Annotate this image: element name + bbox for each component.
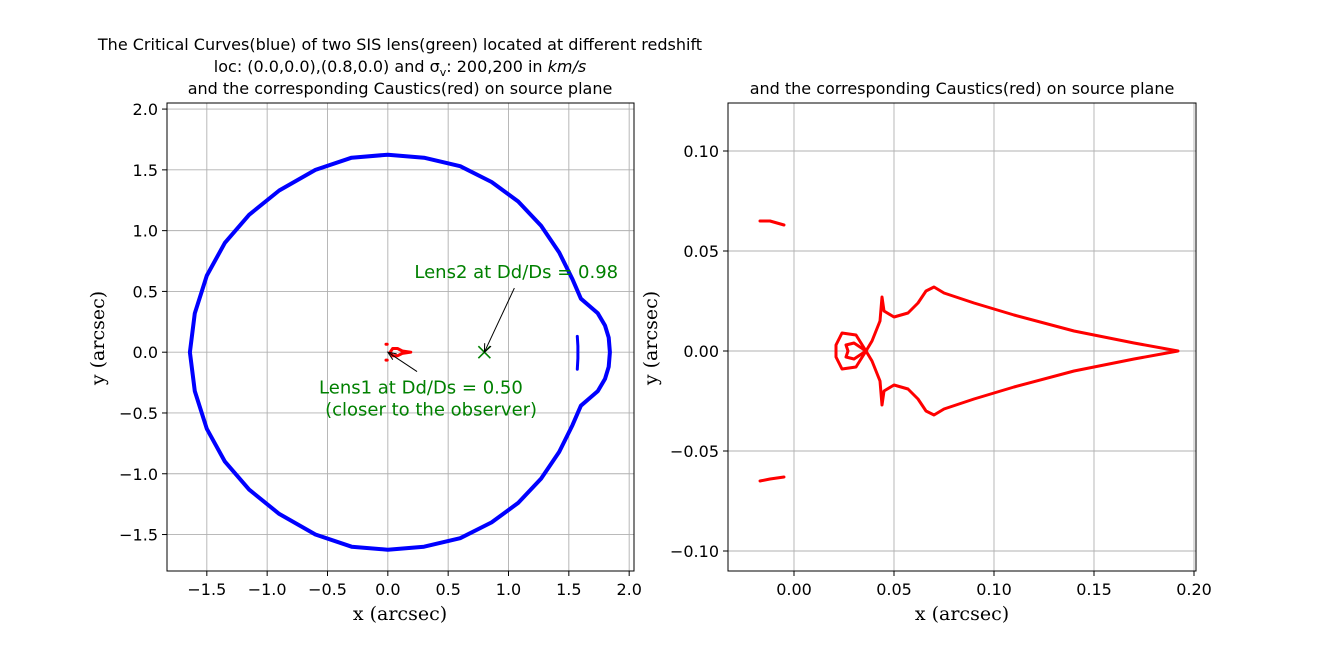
caustic-curve — [758, 475, 786, 483]
x-tick-label: 1.0 — [496, 580, 521, 599]
y-tick-label: −0.10 — [670, 542, 719, 561]
caustic-curve — [834, 331, 868, 371]
x-tick-label: 0.0 — [375, 580, 400, 599]
x-tick-label: 0.10 — [976, 580, 1012, 599]
annotation-arrowhead — [483, 343, 492, 354]
y-tick-label: −0.05 — [670, 442, 719, 461]
right-plot-frame — [727, 102, 1197, 572]
y-tick-label: 1.0 — [133, 222, 158, 241]
annotation-arrow — [483, 287, 515, 353]
left-annotations: Lens2 at Dd/Ds = 0.98 Lens1 at Dd/Ds = 0.… — [319, 262, 618, 420]
annotation-text: Lens2 at Dd/Ds = 0.98 — [414, 262, 618, 283]
y-tick-label: 1.5 — [133, 161, 158, 180]
x-tick-label: 1.5 — [556, 580, 581, 599]
left-title-line3: and the corresponding Caustics(red) on s… — [188, 79, 613, 98]
annotation-arrow — [387, 351, 418, 372]
left-title-line1: The Critical Curves(blue) of two SIS len… — [97, 35, 702, 54]
annotation-text: Lens1 at Dd/Ds = 0.50 — [319, 378, 523, 399]
x-tick-label: −1.0 — [248, 580, 287, 599]
x-tick-label: −0.5 — [308, 580, 347, 599]
right-title: and the corresponding Caustics(red) on s… — [750, 79, 1175, 98]
annotation-arrowhead — [386, 351, 397, 360]
left-title-line2-a: loc: (0.0,0.0),(0.8,0.0) and σ — [214, 57, 440, 76]
x-tick-label: 0.20 — [1176, 580, 1212, 599]
annotation-text: (closer to the observer) — [325, 399, 537, 420]
left-x-axis-label: x (arcsec) — [353, 603, 447, 625]
x-tick-label: −1.5 — [187, 580, 226, 599]
y-tick-label: −1.0 — [119, 465, 158, 484]
left-title-line2: loc: (0.0,0.0),(0.8,0.0) and σv: 200,200… — [214, 57, 586, 79]
right-grid — [728, 103, 1196, 571]
right-panel: and the corresponding Caustics(red) on s… — [640, 79, 1212, 625]
x-tick-label: 0.5 — [435, 580, 460, 599]
y-tick-label: 0.10 — [683, 142, 719, 161]
left-grid — [167, 103, 634, 571]
critical-curve — [575, 334, 580, 371]
left-title-line2-b: : 200,200 in — [446, 57, 547, 76]
y-tick-label: 0.5 — [133, 282, 158, 301]
right-ticks: 0.00 0.05 0.10 0.15 0.20 −0.10 −0.05 0.00 0.05 0.… — [670, 142, 1212, 599]
caustic-curve — [844, 341, 868, 361]
y-tick-label: −1.5 — [119, 526, 158, 545]
x-tick-label: 2.0 — [616, 580, 641, 599]
left-title-line2-sub: v — [440, 66, 447, 79]
left-title-line2-unit: km/s — [548, 57, 587, 76]
x-tick-label: 0.00 — [776, 580, 812, 599]
right-y-axis-label: y (arcsec) — [640, 291, 662, 386]
y-tick-label: 0.05 — [683, 242, 719, 261]
critical-curve — [187, 152, 612, 552]
y-tick-label: −0.5 — [119, 404, 158, 423]
caustic-curve — [758, 219, 786, 227]
y-tick-label: 2.0 — [133, 100, 158, 119]
y-tick-label: 0.0 — [133, 343, 158, 362]
right-series — [758, 219, 1180, 483]
left-y-axis-label: y (arcsec) — [87, 291, 109, 386]
y-tick-label: 0.00 — [683, 342, 719, 361]
right-x-axis-label: x (arcsec) — [915, 603, 1009, 625]
left-ticks: −1.5 −1.0 −0.5 0.0 0.5 1.0 1.5 2.0 −1.5 −1.0 −0.5 0… — [119, 100, 642, 599]
x-tick-label: 0.05 — [876, 580, 912, 599]
caustic-curve — [388, 347, 413, 358]
left-plot-frame — [166, 102, 635, 572]
x-tick-label: 0.15 — [1076, 580, 1112, 599]
left-panel: The Critical Curves(blue) of two SIS len… — [87, 35, 702, 625]
